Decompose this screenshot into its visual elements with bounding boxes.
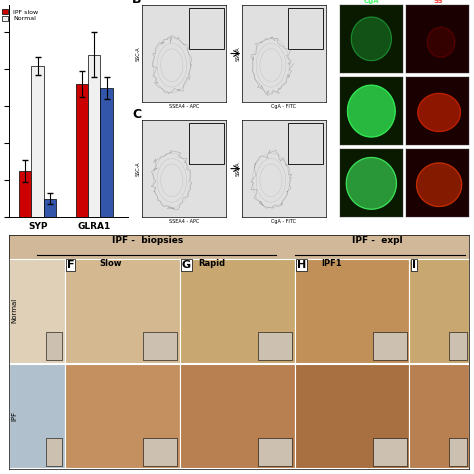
Text: IPF: IPF	[473, 179, 474, 188]
Legend: IPF slow, Normal: IPF slow, Normal	[1, 8, 40, 23]
Bar	[294, 259, 410, 363]
Bar	[449, 438, 467, 466]
Polygon shape	[347, 85, 395, 137]
Text: Slow: Slow	[100, 259, 122, 268]
Bar	[9, 259, 64, 363]
Bar	[64, 259, 180, 363]
Polygon shape	[427, 27, 455, 57]
Text: IPF: IPF	[12, 410, 18, 420]
X-axis label: CgA - FITC: CgA - FITC	[271, 104, 296, 109]
Bar	[189, 123, 224, 164]
Bar	[31, 66, 44, 218]
Bar	[100, 88, 113, 218]
Bar	[44, 199, 56, 218]
Text: G: G	[182, 260, 191, 270]
Y-axis label: SSC-A: SSC-A	[136, 161, 141, 176]
Polygon shape	[346, 157, 396, 209]
Text: C: C	[132, 108, 141, 121]
Text: Rapid: Rapid	[198, 259, 225, 268]
Text: Normal: Normal	[12, 298, 18, 323]
Text: Normal: Normal	[473, 27, 474, 50]
Bar	[373, 438, 407, 466]
X-axis label: SSEA4 - APC: SSEA4 - APC	[169, 219, 200, 224]
Text: H: H	[297, 260, 306, 270]
Bar	[410, 364, 469, 468]
Text: IPF -  expl: IPF - expl	[352, 237, 402, 246]
Bar	[75, 84, 88, 218]
Text: B: B	[132, 0, 142, 6]
Polygon shape	[351, 17, 392, 61]
Text: A: A	[0, 0, 1, 1]
Bar	[294, 364, 410, 468]
Bar	[46, 332, 63, 360]
Bar	[180, 259, 294, 363]
Bar	[180, 364, 294, 468]
Bar	[258, 332, 292, 360]
Bar	[46, 438, 63, 466]
Y-axis label: SSC-A: SSC-A	[235, 46, 240, 61]
Bar	[64, 364, 180, 468]
Text: IPF -  biopsies: IPF - biopsies	[112, 237, 183, 246]
Bar	[410, 259, 469, 363]
Bar	[288, 123, 323, 164]
Bar	[88, 55, 100, 218]
Bar	[373, 332, 407, 360]
Title: CgA: CgA	[364, 0, 379, 4]
X-axis label: CgA - FITC: CgA - FITC	[271, 219, 296, 224]
Bar	[189, 8, 224, 49]
Text: IPF1: IPF1	[321, 259, 342, 268]
Bar	[9, 364, 64, 468]
Polygon shape	[418, 93, 460, 131]
Y-axis label: SSC-A: SSC-A	[136, 46, 141, 61]
Title: SS: SS	[433, 0, 443, 4]
Text: I: I	[412, 260, 416, 270]
Bar	[143, 438, 177, 466]
Bar	[449, 332, 467, 360]
Y-axis label: SSC-A: SSC-A	[235, 161, 240, 176]
Polygon shape	[417, 163, 462, 207]
Text: F: F	[67, 260, 74, 270]
Bar	[19, 171, 31, 218]
X-axis label: SSEA4 - APC: SSEA4 - APC	[169, 104, 200, 109]
Bar	[288, 8, 323, 49]
Bar	[258, 438, 292, 466]
Bar	[143, 332, 177, 360]
